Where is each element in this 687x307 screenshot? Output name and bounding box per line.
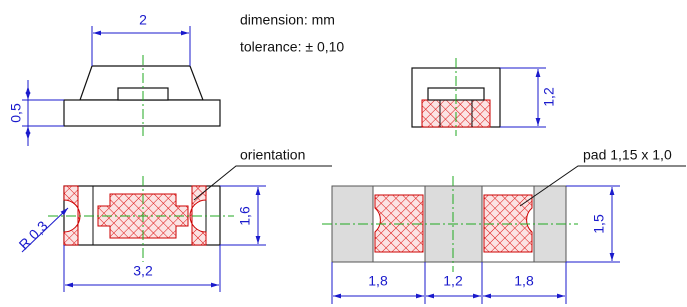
dim-pad-span: 1,8 [514,273,534,289]
orientation-label: orientation [240,147,305,163]
dim-radius: R 0,3 [16,217,51,252]
note-tolerance: tolerance: ± 0,10 [240,39,344,55]
dim-pad-span: 1,8 [368,273,388,289]
dim-height: 0,5 [8,103,24,123]
pad-label: pad 1,15 x 1,0 [583,147,672,163]
footprint: 1,8 1,2 1,8 1,5 pad 1,15 x 1,0 [322,147,686,304]
end-view: 1,2 [412,58,557,136]
dim-gap: 1,2 [443,273,463,289]
drawing: 2 0,5 dimension: mm tolerance: ± 0,10 1,… [0,0,687,307]
dim-height: 1,2 [541,87,557,107]
dim-width: 2 [139,12,147,28]
side-view: 2 0,5 [8,12,220,146]
top-view: 1,6 3,2 R 0,3 orientation [16,147,332,292]
dim-width: 3,2 [133,263,153,279]
dim-height: 1,6 [237,206,253,226]
dim-height: 1,5 [591,214,607,234]
note-dimension: dimension: mm [240,12,335,28]
